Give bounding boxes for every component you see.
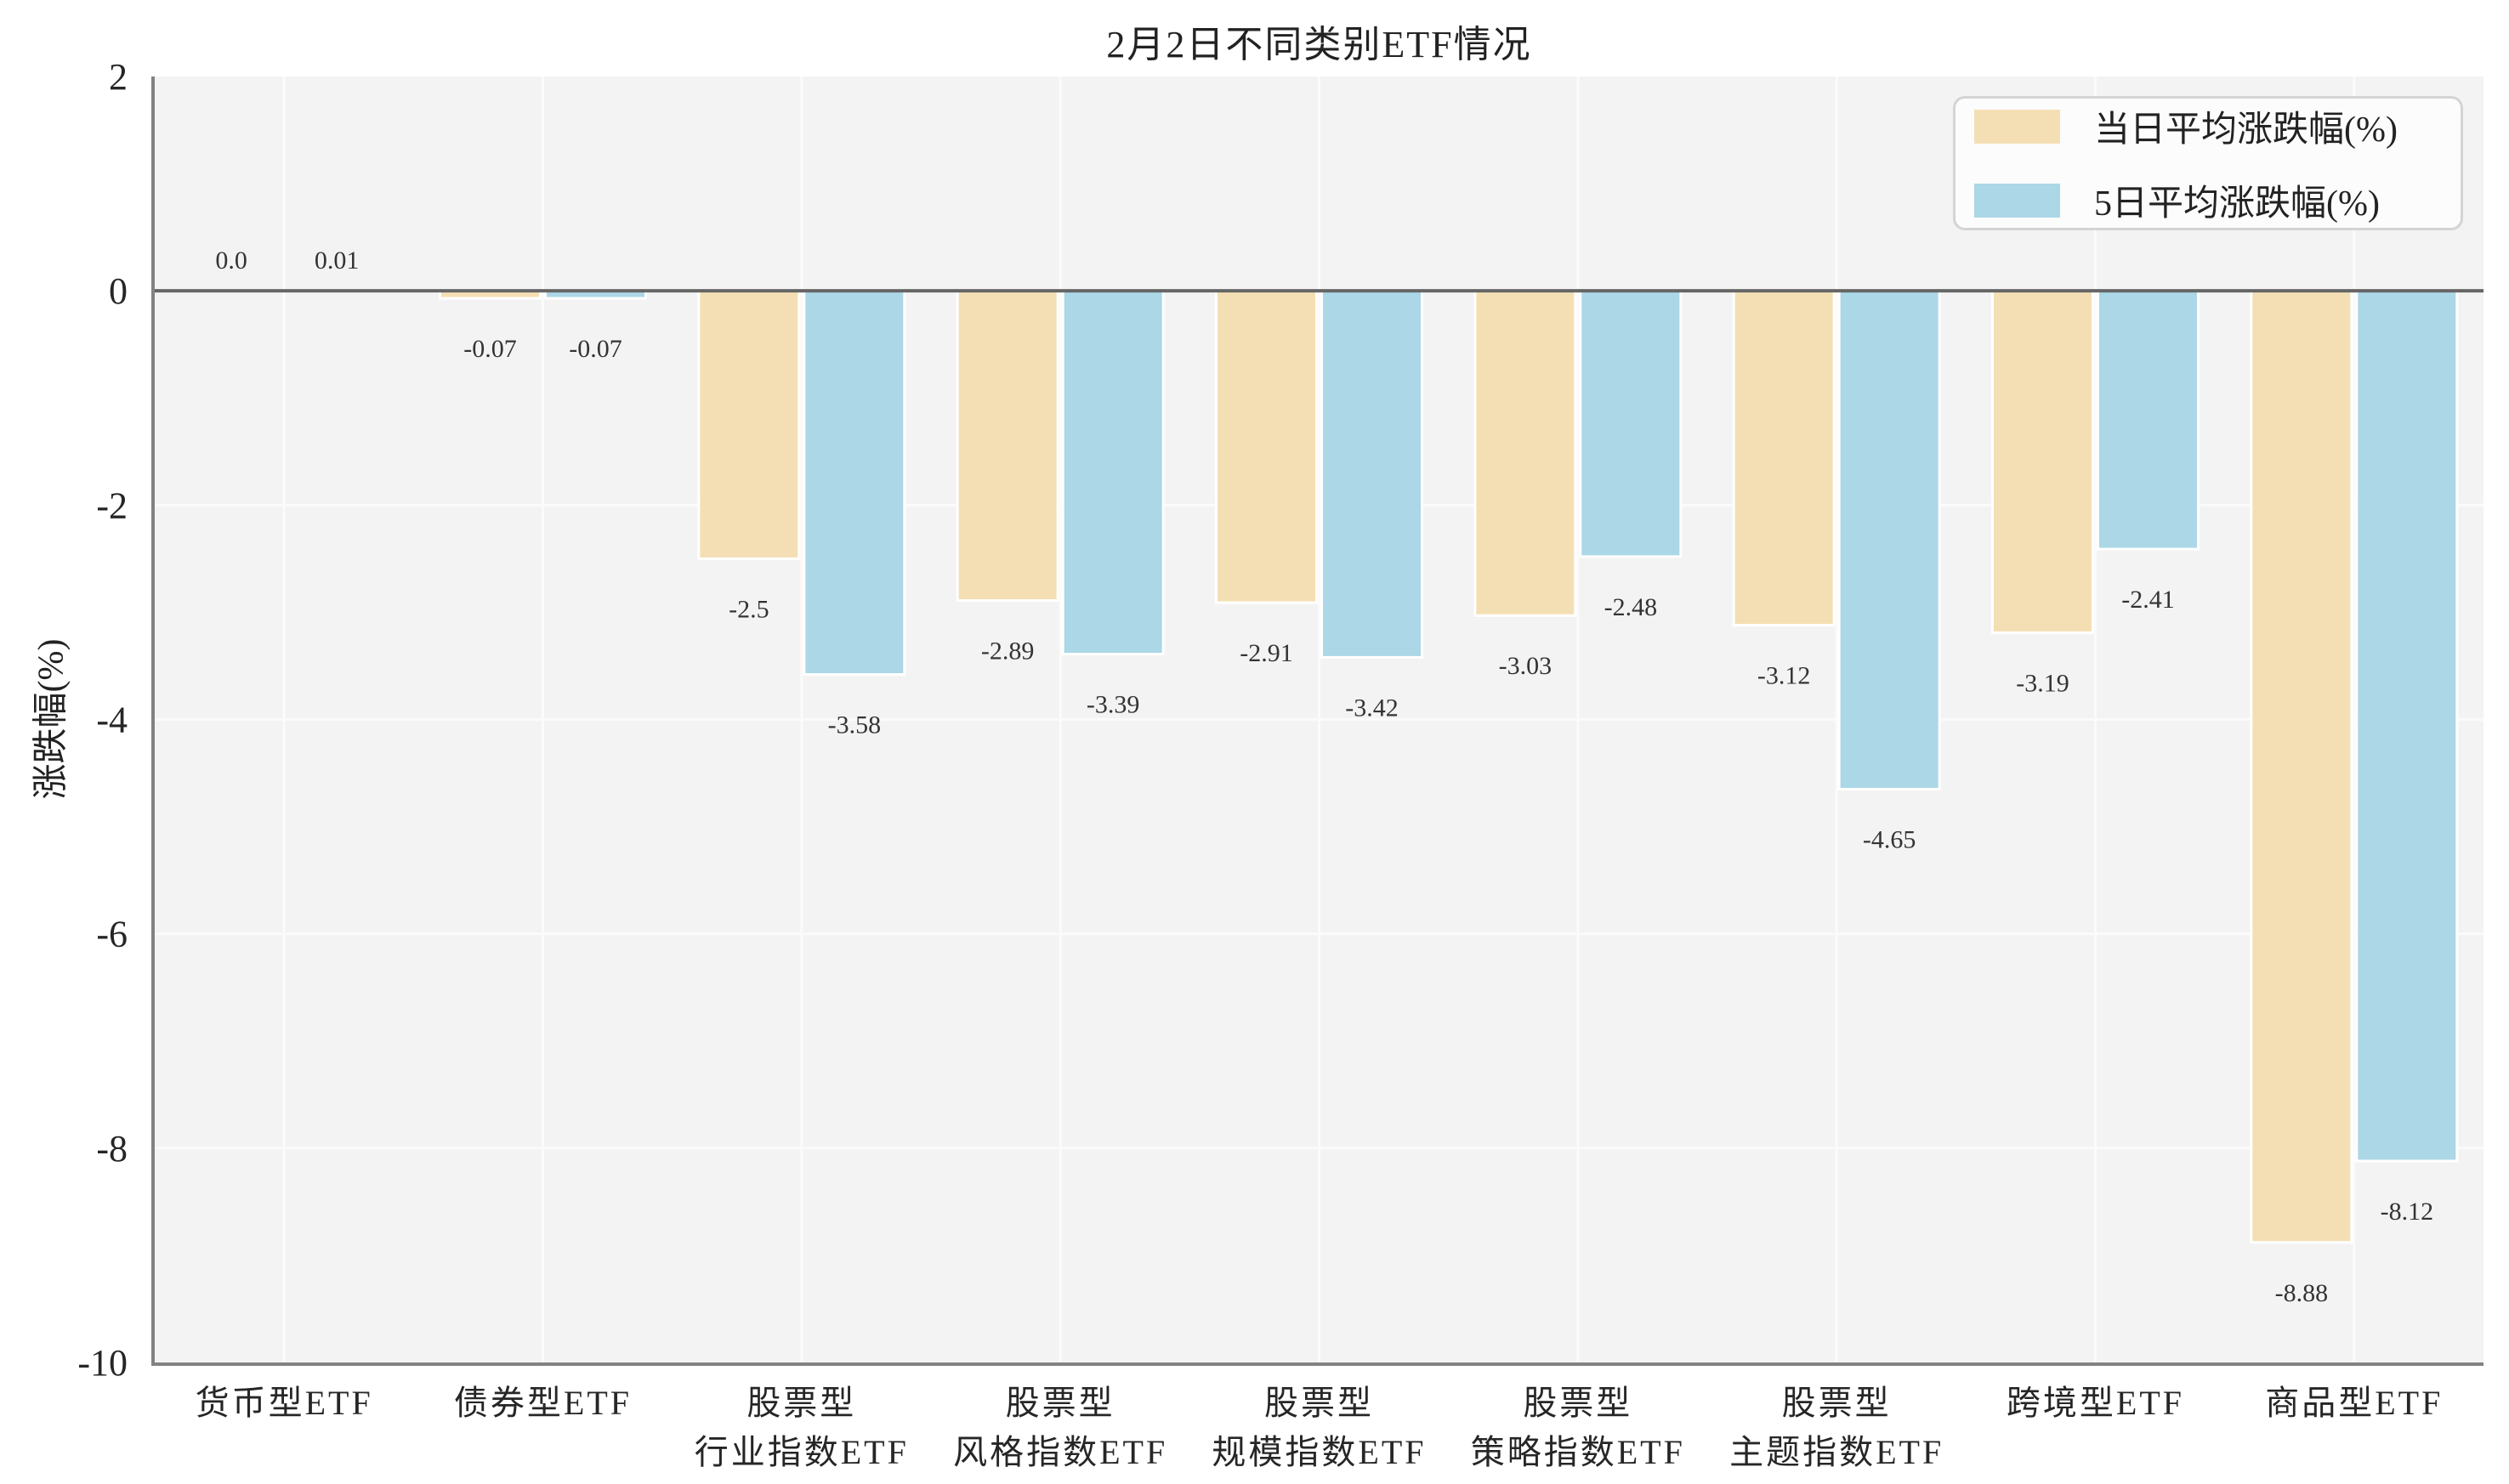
bar-value-label: -2.89 [981, 637, 1035, 666]
y-tick-label: -8 [96, 1128, 128, 1170]
bar-series0-cat7 [1991, 289, 2094, 634]
bar-series1-cat7 [2097, 289, 2200, 551]
legend-item: 5日平均涨跌幅(%) [1974, 174, 2461, 226]
bar-value-label: -3.03 [1499, 652, 1553, 680]
bar-value-label: -3.39 [1087, 691, 1140, 719]
bar-value-label: -3.12 [1757, 662, 1811, 690]
bar-value-label: -4.65 [1863, 825, 1916, 853]
bar-value-label: 0.01 [315, 246, 360, 275]
y-tick-label: -6 [96, 914, 128, 955]
bar-value-label: -3.42 [1345, 694, 1399, 722]
bar-value-label: -8.12 [2381, 1198, 2434, 1226]
legend-item: 当日平均涨跌幅(%) [1974, 100, 2461, 152]
x-category-label: 股票型 规模指数ETF [1212, 1384, 1427, 1471]
bar-series0-cat4 [1215, 289, 1318, 604]
bar-value-label: -8.88 [2275, 1279, 2329, 1307]
chart-legend: 当日平均涨跌幅(%) 5日平均涨跌幅(%) [1953, 96, 2463, 230]
bar-series1-cat8 [2355, 289, 2459, 1163]
bar-series1-cat2 [803, 289, 906, 677]
bar-value-label: -3.58 [828, 711, 882, 739]
bar-value-label: -0.07 [569, 335, 622, 363]
y-tick-label: 0 [109, 270, 128, 312]
legend-swatch [1974, 183, 2060, 218]
x-category-label: 债券型ETF [453, 1384, 633, 1422]
bar-series1-cat4 [1320, 289, 1423, 659]
x-category-label: 商品型ETF [2265, 1384, 2444, 1422]
x-category-label: 货币型ETF [195, 1384, 373, 1422]
bar-series1-cat5 [1579, 289, 1683, 558]
bar-series0-cat2 [697, 289, 801, 560]
bar-value-label: -2.41 [2121, 586, 2175, 614]
bar-value-label: -2.5 [729, 595, 769, 623]
x-category-label: 股票型 风格指数ETF [953, 1384, 1168, 1471]
bar-series0-cat8 [2250, 289, 2353, 1244]
chart-title: 2月2日不同类别ETF情况 [1106, 24, 1532, 65]
bar-value-label: -0.07 [463, 335, 517, 363]
bar-series1-cat6 [1837, 289, 1941, 790]
bar-series1-cat3 [1061, 289, 1165, 656]
x-category-label: 股票型 行业指数ETF [694, 1384, 909, 1471]
bar-value-label: 0.0 [215, 246, 247, 275]
legend-label: 当日平均涨跌幅(%) [2094, 110, 2398, 150]
x-category-label: 跨境型ETF [2006, 1384, 2185, 1422]
bar-value-label: -3.19 [2016, 669, 2069, 697]
legend-swatch [1974, 109, 2060, 144]
bar-value-label: -2.48 [1604, 593, 1658, 621]
legend-label: 5日平均涨跌幅(%) [2094, 184, 2380, 224]
bar-value-label: -2.91 [1240, 639, 1293, 667]
x-category-label: 股票型 策略指数ETF [1470, 1384, 1685, 1471]
bar-series0-cat3 [956, 289, 1059, 603]
y-tick-label: -4 [96, 700, 128, 741]
y-tick-label: 2 [109, 56, 128, 98]
x-category-label: 股票型 主题指数ETF [1729, 1384, 1944, 1471]
bar-series0-cat6 [1732, 289, 1836, 627]
y-tick-label: -10 [77, 1342, 128, 1384]
y-tick-label: -2 [96, 484, 128, 526]
bar-series0-cat5 [1473, 289, 1577, 617]
